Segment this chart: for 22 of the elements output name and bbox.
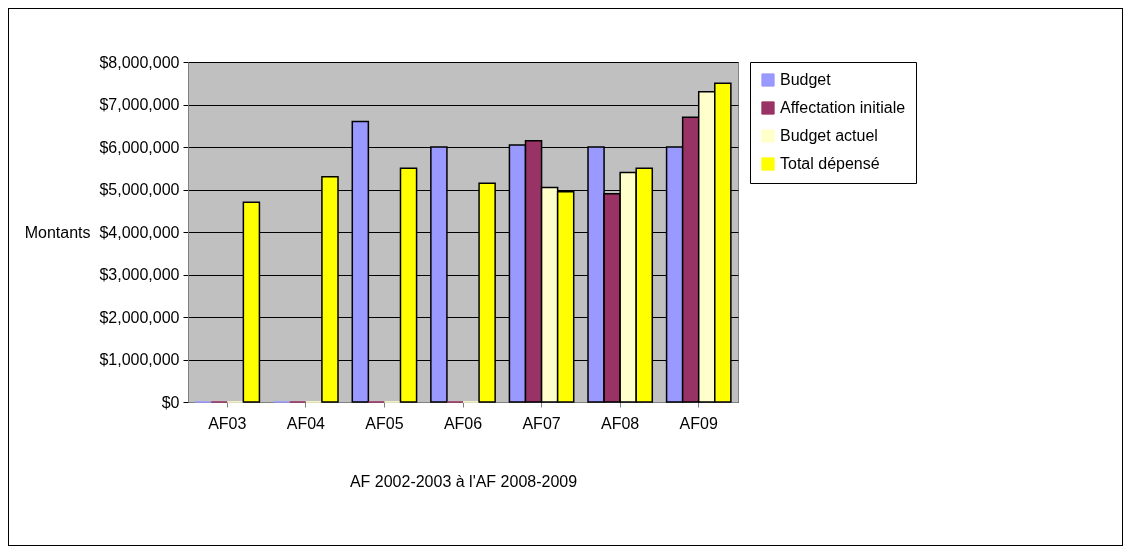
x-tick-label: AF09: [679, 414, 718, 432]
y-tick-label: $1,000,000: [99, 351, 180, 368]
y-tick-label: $4,000,000: [99, 223, 180, 241]
legend-label: Total dépensé: [780, 155, 880, 172]
x-tick-label: AF04: [286, 414, 326, 432]
legend-label: Affectation initiale: [780, 99, 906, 116]
y-tick-label: $5,000,000: [99, 181, 180, 198]
y-axis-title: Montants: [24, 223, 91, 241]
x-tick-label: AF08: [601, 414, 640, 432]
y-tick-label: $3,000,000: [99, 266, 180, 283]
x-axis-title: AF 2002-2003 à l'AF 2008-2009: [349, 472, 578, 490]
x-tick-label: AF07: [522, 414, 561, 432]
x-tick-label: AF06: [443, 414, 483, 432]
y-tick-label: $7,000,000: [99, 96, 180, 113]
y-tick-label: $6,000,000: [99, 138, 180, 156]
y-tick-label: $2,000,000: [99, 308, 180, 326]
y-tick-label: $0: [161, 393, 180, 411]
x-tick-label: AF05: [365, 414, 404, 432]
y-tick-label: $8,000,000: [99, 53, 180, 71]
x-tick-label: AF03: [208, 414, 247, 432]
legend-label: Budget actuel: [780, 127, 878, 144]
legend-label: Budget: [780, 71, 832, 88]
